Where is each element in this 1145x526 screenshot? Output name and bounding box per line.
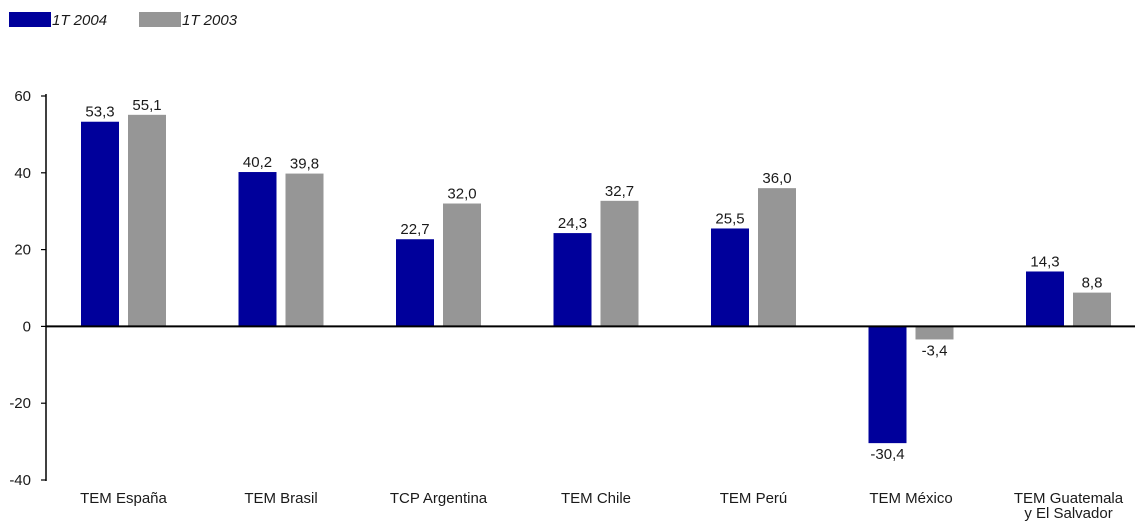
category-label-tcp-argentina: TCP Argentina bbox=[390, 490, 488, 507]
bar-1t-2003-tem-brasil bbox=[285, 173, 324, 327]
y-tick-label: -20 bbox=[9, 395, 31, 412]
value-label-1t-2003-tem-espana: 55,1 bbox=[132, 97, 161, 114]
bar-1t-2003-tem-chile bbox=[600, 200, 639, 327]
y-tick-label: -40 bbox=[9, 472, 31, 489]
bar-1t-2004-tcp-argentina bbox=[396, 239, 434, 327]
value-label-1t-2003-tem-chile: 32,7 bbox=[605, 183, 634, 200]
y-tick-label: 20 bbox=[14, 242, 31, 259]
value-label-1t-2003-tem-guatemala-y-el-salvador: 8,8 bbox=[1082, 275, 1103, 292]
legend: 1T 2004 1T 2003 bbox=[9, 12, 238, 29]
value-label-1t-2003-tem-brasil: 39,8 bbox=[290, 156, 319, 173]
category-label-tem-guatemala-y-el-salvador: TEM Guatemala bbox=[1014, 490, 1124, 507]
bar-1t-2004-tem-espana bbox=[81, 121, 119, 327]
y-tick-label: 60 bbox=[14, 88, 31, 105]
value-label-1t-2004-tem-mexico: -30,4 bbox=[870, 446, 904, 463]
category-labels: TEM España TEM Brasil TCP Argentina TEM Chi… bbox=[80, 490, 1124, 522]
bar-1t-2004-tem-mexico bbox=[868, 326, 907, 444]
bar-1t-2004-tem-brasil bbox=[238, 172, 277, 327]
y-tick-label: 0 bbox=[23, 318, 31, 335]
legend-label-1t-2004: 1T 2004 bbox=[52, 12, 107, 29]
bar-1t-2004-tem-peru bbox=[711, 228, 749, 327]
bar-1t-2003-tem-mexico bbox=[915, 326, 954, 340]
legend-swatch-1t-2003 bbox=[139, 12, 181, 27]
legend-swatch-1t-2004 bbox=[9, 12, 51, 27]
category-label-tem-chile: TEM Chile bbox=[561, 490, 631, 507]
bar-1t-2004-tem-chile bbox=[553, 233, 592, 327]
bar-1t-2003-tcp-argentina bbox=[443, 203, 481, 327]
category-label-tem-brasil: TEM Brasil bbox=[244, 490, 317, 507]
category-label-tem-peru: TEM Perú bbox=[720, 490, 788, 507]
value-label-1t-2004-tem-guatemala-y-el-salvador: 14,3 bbox=[1030, 253, 1059, 270]
value-labels: 53,3 55,1 40,2 39,8 22,7 32,0 24,3 32,7 25,5 36,0… bbox=[85, 97, 1102, 463]
y-axis: 60 40 20 0 -20 -40 bbox=[9, 88, 47, 489]
value-label-1t-2003-tem-peru: 36,0 bbox=[762, 170, 791, 187]
category-label-tem-espana: TEM España bbox=[80, 490, 167, 507]
legend-label-1t-2003: 1T 2003 bbox=[182, 12, 238, 29]
value-label-1t-2003-tem-mexico: -3,4 bbox=[922, 342, 948, 359]
bar-1t-2003-tem-espana bbox=[128, 114, 166, 327]
category-label-tem-guatemala-y-el-salvador: y El Salvador bbox=[1024, 505, 1112, 522]
value-label-1t-2004-tcp-argentina: 22,7 bbox=[400, 221, 429, 238]
value-label-1t-2004-tem-peru: 25,5 bbox=[715, 210, 744, 227]
bar-1t-2004-tem-guatemala-y-el-salvador bbox=[1026, 271, 1064, 327]
value-label-1t-2003-tcp-argentina: 32,0 bbox=[447, 186, 476, 203]
category-label-tem-mexico: TEM México bbox=[869, 490, 952, 507]
bar-1t-2003-tem-guatemala-y-el-salvador bbox=[1073, 292, 1111, 327]
bars bbox=[81, 114, 1111, 444]
value-label-1t-2004-tem-brasil: 40,2 bbox=[243, 154, 272, 171]
value-label-1t-2004-tem-espana: 53,3 bbox=[85, 104, 114, 121]
y-tick-label: 40 bbox=[14, 165, 31, 182]
bar-1t-2003-tem-peru bbox=[758, 188, 796, 327]
value-label-1t-2004-tem-chile: 24,3 bbox=[558, 215, 587, 232]
